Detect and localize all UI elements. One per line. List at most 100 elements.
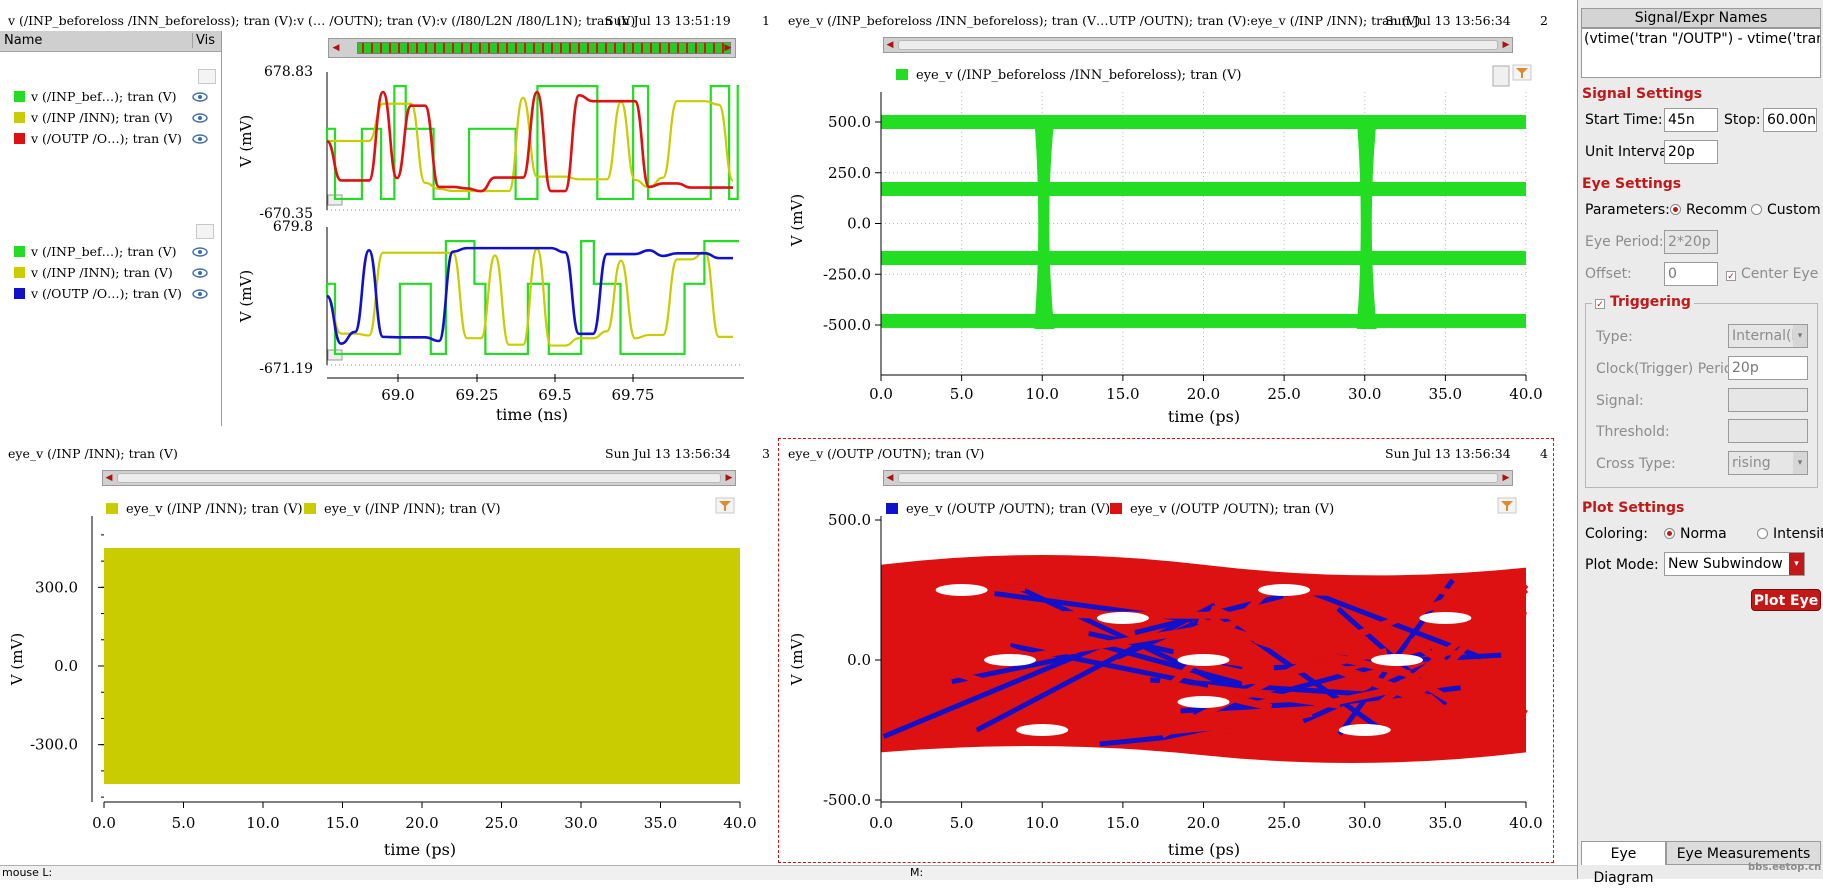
eye-trace-red	[1152, 574, 1284, 704]
clock-period-input[interactable]: 20p	[1728, 356, 1808, 380]
plot-mode-select[interactable]: New Subwindow ▾	[1664, 552, 1805, 576]
eye-period-input[interactable]: 2*20p	[1664, 230, 1718, 254]
center-eye-checkbox[interactable]: ✓ Center Eye	[1726, 266, 1818, 282]
scroll-left-arrow[interactable]: ◀	[105, 473, 113, 483]
eye-icon[interactable]	[192, 134, 208, 144]
recommended-radio[interactable]: Recomm	[1670, 202, 1747, 218]
scroll-right-arrow[interactable]: ▶	[725, 473, 733, 483]
triggering-checkbox-icon[interactable]: ✓	[1595, 299, 1605, 310]
scroll-right-arrow[interactable]: ▶	[1502, 473, 1510, 483]
filter-icon[interactable]	[196, 224, 214, 239]
status-bar: mouse L: M:	[0, 865, 1577, 880]
eye-icon[interactable]	[192, 113, 208, 123]
filter-funnel-icon[interactable]	[1501, 501, 1513, 511]
x-tick-label: 0.0	[869, 385, 893, 403]
eye-icon[interactable]	[192, 268, 208, 278]
subwindow-3-scrollbar[interactable]: ◀ ▶	[102, 470, 736, 486]
legend-scroll-icon[interactable]	[1492, 65, 1510, 87]
stop-input[interactable]: 60.00n	[1763, 108, 1817, 132]
dropdown-arrow-icon[interactable]: ▾	[1793, 325, 1807, 347]
eye-icon[interactable]	[192, 247, 208, 257]
eye-trace-red	[891, 649, 989, 687]
subwindow-3-plot[interactable]: eye_v (/INP /INN); tran (V) eye_v (/INP /…	[0, 492, 770, 862]
radio-selected-icon[interactable]	[1664, 528, 1675, 539]
unit-interval-input[interactable]: 20p	[1664, 140, 1718, 164]
custom-radio[interactable]: Custom	[1751, 202, 1821, 218]
scroll-left-arrow[interactable]: ◀	[332, 43, 340, 53]
trace-row[interactable]: v (/INP /INN); tran (V)	[14, 110, 219, 128]
threshold-input[interactable]	[1728, 419, 1808, 443]
cross-type-select[interactable]: rising ▾	[1728, 451, 1808, 475]
subwindow-4-selection-border[interactable]	[778, 438, 1554, 863]
waveform-inp-beforeloss	[325, 85, 739, 201]
subwindow-2-plot[interactable]: eye_v (/INP_beforeloss /INN_beforeloss);…	[780, 60, 1550, 435]
eye-icon-pupil[interactable]	[198, 292, 202, 296]
visibility-eye-icon[interactable]	[192, 267, 208, 279]
scroll-thumb[interactable]	[898, 40, 1498, 50]
filter-funnel-icon[interactable]	[719, 501, 731, 511]
dropdown-arrow-icon[interactable]: ▾	[1789, 553, 1804, 575]
subwindow-4-scrollbar[interactable]: ◀ ▶	[883, 470, 1513, 486]
trace-row[interactable]: v (/INP /INN); tran (V)	[14, 265, 219, 283]
intensity-radio[interactable]: Intensit	[1757, 526, 1823, 542]
eye-trace-red	[1408, 638, 1528, 717]
filter-icon[interactable]	[198, 69, 216, 84]
scroll-overview-strip[interactable]	[357, 42, 731, 54]
subwindow-4-plot[interactable]: eye_v (/OUTP /OUTN); tran (V) eye_v (/OUT…	[780, 492, 1550, 862]
trace-row[interactable]: v (/OUTP /O…); tran (V)	[14, 131, 219, 149]
cross-type-value: rising	[1732, 455, 1771, 471]
eye-icon-outline[interactable]	[192, 92, 208, 102]
type-select[interactable]: Internal(I ▾	[1728, 324, 1808, 348]
visibility-eye-icon[interactable]	[192, 246, 208, 258]
triggering-heading[interactable]: ✓ Triggering	[1592, 294, 1694, 310]
radio-icon[interactable]	[1757, 528, 1768, 539]
eye-icon-pupil[interactable]	[198, 250, 202, 254]
scroll-left-arrow[interactable]: ◀	[886, 40, 894, 50]
eye-icon-pupil[interactable]	[198, 271, 202, 275]
eye-trace-red	[1406, 576, 1528, 620]
eye-icon-pupil[interactable]	[198, 116, 202, 120]
eye-icon-outline[interactable]	[192, 134, 208, 144]
tab-eye-measurements[interactable]: Eye Measurements	[1666, 841, 1821, 865]
eye-icon-outline[interactable]	[192, 247, 208, 257]
signal-input[interactable]	[1728, 388, 1808, 412]
header-name[interactable]: Name	[4, 33, 43, 48]
scroll-thumb[interactable]	[117, 473, 721, 483]
subwindow-1-scrollbar[interactable]: ◀ ▶	[328, 38, 736, 58]
visibility-eye-icon[interactable]	[192, 91, 208, 103]
scroll-thumb[interactable]	[898, 473, 1498, 483]
plot-eye-button[interactable]: Plot Eye	[1751, 589, 1821, 611]
offset-input[interactable]: 0	[1664, 262, 1718, 286]
scroll-right-arrow[interactable]: ▶	[724, 43, 732, 53]
normal-radio[interactable]: Norma	[1664, 526, 1727, 542]
signal-label: Signal:	[1596, 393, 1644, 409]
subwindow-2-scrollbar[interactable]: ◀ ▶	[883, 37, 1513, 53]
eye-icon-pupil[interactable]	[198, 137, 202, 141]
visibility-eye-icon[interactable]	[192, 133, 208, 145]
header-vis[interactable]: Vis	[192, 33, 215, 48]
trace-row[interactable]: v (/INP_bef…); tran (V)	[14, 89, 219, 107]
eye-icon-outline[interactable]	[192, 289, 208, 299]
tab-eye-diagram[interactable]: Eye Diagram	[1581, 841, 1666, 886]
filter-funnel-icon[interactable]	[1516, 68, 1528, 78]
eye-icon-outline[interactable]	[192, 113, 208, 123]
expression-list[interactable]: (vtime('tran "/OUTP") - vtime('tran …	[1581, 28, 1821, 78]
scroll-right-arrow[interactable]: ▶	[1502, 40, 1510, 50]
eye-icon-outline[interactable]	[192, 268, 208, 278]
eye-icon[interactable]	[192, 289, 208, 299]
checkbox-checked-icon[interactable]: ✓	[1726, 271, 1736, 282]
visibility-eye-icon[interactable]	[192, 112, 208, 124]
dropdown-arrow-icon[interactable]: ▾	[1793, 452, 1807, 474]
scroll-left-arrow[interactable]: ◀	[886, 473, 894, 483]
visibility-eye-icon[interactable]	[192, 288, 208, 300]
trace-row[interactable]: v (/INP_bef…); tran (V)	[14, 244, 219, 262]
expression-item[interactable]: (vtime('tran "/OUTP") - vtime('tran …	[1584, 31, 1820, 47]
eye-icon[interactable]	[192, 92, 208, 102]
eye-icon-pupil[interactable]	[198, 95, 202, 99]
trace-row[interactable]: v (/OUTP /O…); tran (V)	[14, 286, 219, 304]
radio-selected-icon[interactable]	[1670, 204, 1681, 215]
start-time-input[interactable]: 45n	[1664, 108, 1718, 132]
subwindow-1-plot[interactable]: 678.83 -670.35 V (mV) 679.8 -671.19 V (mV) 69.…	[221, 60, 761, 430]
eye-level-band	[881, 251, 1526, 266]
radio-icon[interactable]	[1751, 204, 1762, 215]
